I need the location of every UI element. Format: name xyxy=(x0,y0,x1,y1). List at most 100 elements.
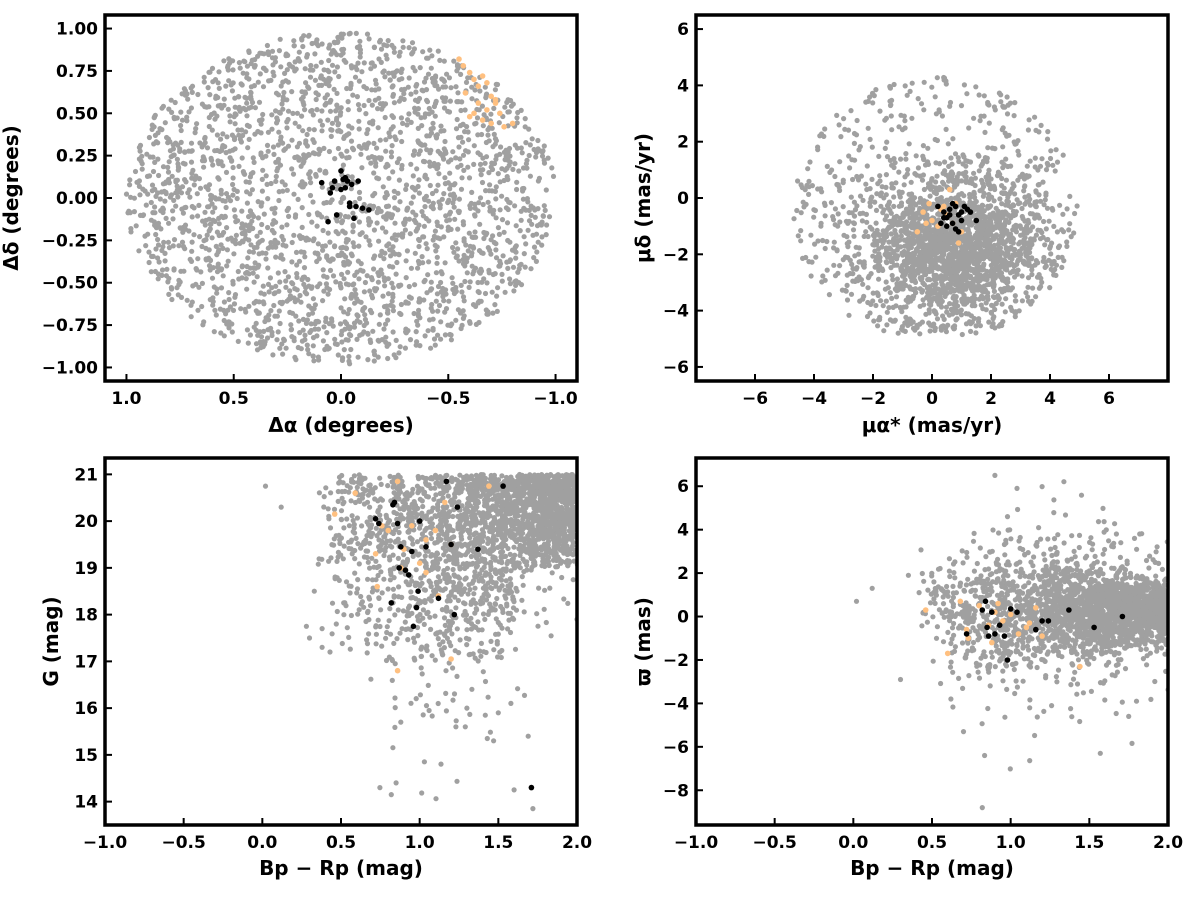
data-point-field xyxy=(875,323,880,328)
data-point-field xyxy=(257,299,262,304)
data-point-field xyxy=(430,121,435,126)
data-point-field xyxy=(319,108,324,113)
data-point-field xyxy=(303,138,308,143)
data-point-field xyxy=(927,181,932,186)
data-point-field xyxy=(244,101,249,106)
data-point-field xyxy=(401,45,406,50)
data-point-field xyxy=(156,224,161,229)
y-tick-label: 2 xyxy=(677,133,689,153)
data-point-orange xyxy=(947,187,953,193)
data-point-field xyxy=(487,205,492,210)
data-point-field xyxy=(877,315,882,320)
data-point-field xyxy=(362,289,367,294)
data-point-field xyxy=(1015,178,1020,183)
y-tick-label: −0.50 xyxy=(42,274,98,294)
data-point-field xyxy=(894,214,899,219)
data-point-field xyxy=(994,250,999,255)
data-point-field xyxy=(249,219,254,224)
data-point-field xyxy=(409,51,414,56)
data-point-field xyxy=(511,288,516,293)
data-point-field xyxy=(848,108,853,113)
data-point-field xyxy=(972,303,977,308)
data-point-field xyxy=(447,171,452,176)
data-point-field xyxy=(523,124,528,129)
data-point-field xyxy=(843,288,848,293)
data-point-field xyxy=(944,199,949,204)
data-point-field xyxy=(291,172,296,177)
data-point-field xyxy=(149,200,154,205)
data-point-field xyxy=(829,200,834,205)
data-point-field xyxy=(1011,268,1016,273)
data-point-field xyxy=(444,72,449,77)
data-point-field xyxy=(416,314,421,319)
data-point-field xyxy=(1000,215,1005,220)
data-point-field xyxy=(815,238,820,243)
data-point-field xyxy=(425,99,430,104)
data-point-field xyxy=(865,285,870,290)
data-point-field xyxy=(381,326,386,331)
data-point-field xyxy=(351,281,356,286)
data-point-field xyxy=(1013,223,1018,228)
data-point-field xyxy=(931,296,936,301)
data-point-field xyxy=(1001,233,1006,238)
data-point-field xyxy=(978,118,983,123)
data-point-field xyxy=(285,188,290,193)
data-point-field xyxy=(336,231,341,236)
data-point-field xyxy=(903,230,908,235)
data-point-field xyxy=(281,337,286,342)
data-point-field xyxy=(464,124,469,129)
data-point-field xyxy=(210,128,215,133)
data-point-field xyxy=(394,338,399,343)
data-point-field xyxy=(356,355,361,360)
data-point-field xyxy=(290,311,295,316)
data-point-field xyxy=(352,287,357,292)
data-point-field xyxy=(987,250,992,255)
data-point-field xyxy=(798,238,803,243)
data-point-field xyxy=(508,200,513,205)
data-point-field xyxy=(408,92,413,97)
data-point-field xyxy=(852,158,857,163)
data-point-field xyxy=(309,321,314,326)
data-point-field xyxy=(265,182,270,187)
data-point-orange xyxy=(484,107,490,113)
data-point-field xyxy=(459,326,464,331)
data-point-field xyxy=(358,54,363,59)
data-point-field xyxy=(420,260,425,265)
x-axis-label: μα* (mas/yr) xyxy=(862,413,1003,437)
data-point-field xyxy=(181,244,186,249)
data-point-field xyxy=(374,175,379,180)
data-point-field xyxy=(1041,219,1046,224)
data-point-field xyxy=(180,240,185,245)
data-point-field xyxy=(189,141,194,146)
data-point-field xyxy=(330,121,335,126)
data-point-field xyxy=(466,129,471,134)
data-point-field xyxy=(1005,111,1010,116)
data-point-field xyxy=(985,156,990,161)
y-tick-label: 0.00 xyxy=(56,189,98,209)
data-point-field xyxy=(273,160,278,165)
data-point-field xyxy=(224,225,229,230)
data-point-field xyxy=(926,277,931,282)
data-point-field xyxy=(376,239,381,244)
data-point-field xyxy=(263,256,268,261)
data-point-field xyxy=(403,187,408,192)
data-point-field xyxy=(450,149,455,154)
data-point-field xyxy=(328,490,333,495)
data-point-field xyxy=(234,233,239,238)
data-point-field xyxy=(227,319,232,324)
data-point-field xyxy=(999,251,1004,256)
data-point-field xyxy=(932,309,937,314)
data-point-field xyxy=(966,125,971,130)
data-point-field xyxy=(384,190,389,195)
data-point-field xyxy=(905,257,910,262)
data-point-field xyxy=(376,280,381,285)
data-point-field xyxy=(904,219,909,224)
data-point-field xyxy=(245,123,250,128)
data-point-field xyxy=(860,211,865,216)
data-point-field xyxy=(472,229,477,234)
data-point-field xyxy=(841,204,846,209)
data-point-field xyxy=(269,330,274,335)
data-point-black xyxy=(366,207,372,213)
data-point-field xyxy=(389,281,394,286)
